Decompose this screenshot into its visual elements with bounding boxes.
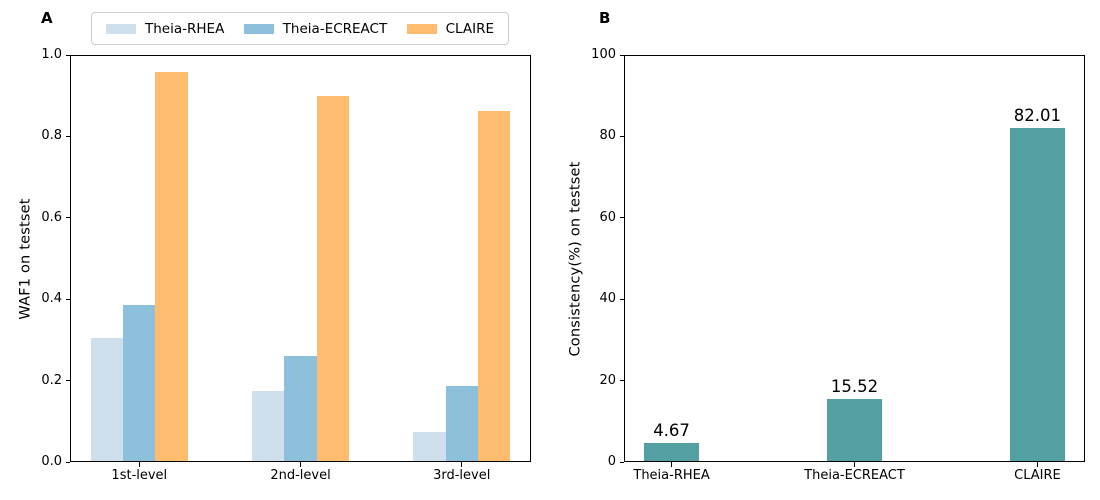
panel-b-y-tick-label: 80 [599,128,616,144]
panel-b-x-tick-mark [671,462,673,467]
panel-a-y-tick-label: 0.6 [41,209,62,225]
panel-b-x-tick-label: CLAIRE [1014,468,1061,483]
legend-swatch-theia-ecreact [243,23,274,34]
panel-b-x-tick-mark [1036,462,1038,467]
panel-a-x-tick-label: 3rd-level [433,468,491,483]
legend: Theia-RHEA Theia-ECREACT CLAIRE [91,12,509,45]
panel-a-y-tick-mark [65,298,70,300]
bar-theia-ecreact-3rd-level [445,386,478,462]
panel-a-y-tick-label: 0.2 [41,372,62,388]
panel-a-x-tick-label: 2nd-level [270,468,331,483]
panel-a-y-tick-label: 0.8 [41,128,62,144]
panel-b-y-tick-label: 100 [591,47,616,62]
panel-b-x-tick-label: Theia-RHEA [633,468,710,483]
panel-a-x-tick-mark [300,462,301,467]
legend-item-theia-ecreact: Theia-ECREACT [243,20,388,37]
panel-a-y-tick-mark [65,54,70,56]
panel-a-y-axis-label: WAF1 on testset [18,197,35,320]
panel-b-letter: B [599,9,611,27]
panel-a-y-tick-mark [65,135,70,137]
panel-a-y-tick-label: 1.0 [41,47,62,62]
legend-item-claire: CLAIRE [406,20,494,37]
panel-b-y-tick-label: 40 [599,291,616,307]
panel-b-y-tick-mark [619,380,624,382]
panel-a-y-tick-label: 0.4 [41,291,62,307]
panel-b-bar-value-label: 82.01 [1013,106,1062,126]
legend-swatch-claire [406,23,437,34]
bar-claire-3rd-level [477,110,511,462]
legend-label: CLAIRE [445,20,494,37]
panel-b-y-tick-mark [619,217,624,219]
panel-b-y-axis: Consistency(%) on testset [565,55,587,462]
legend-item-theia-rhea: Theia-RHEA [106,21,224,37]
panel-b-x-tick-label: Theia-ECREACT [804,468,905,483]
panel-b-x-tick-mark [854,462,855,467]
panel-a-letter: A [41,9,53,27]
panel-a-x-tick-mark [461,462,463,467]
panel-a-y-tick-mark [65,217,70,219]
bar-value-claire [1009,128,1065,462]
bar-theia-rhea-1st-level [90,337,124,462]
bar-theia-rhea-3rd-level [413,432,446,462]
panel-b-y-tick-label: 0 [607,454,616,469]
bar-value-theia-rhea [644,442,699,462]
bar-theia-rhea-2nd-level [252,391,285,462]
legend-label: Theia-ECREACT [282,20,388,37]
bar-theia-ecreact-2nd-level [284,356,317,462]
legend-label: Theia-RHEA [145,20,225,37]
legend-swatch-theia-rhea [106,23,136,34]
panel-a-y-tick-mark [65,461,70,463]
panel-a-y-tick-label: 0.0 [41,454,62,469]
panel-a-y-axis: WAF1 on testset [15,55,37,462]
panel-b-y-tick-label: 60 [599,209,616,225]
panel-a-y-tick-mark [65,380,70,382]
panel-b-bar-value-label: 15.52 [830,376,879,396]
panel-b-y-axis-label: Consistency(%) on testset [568,160,584,357]
panel-a-x-tick-label: 1st-level [111,468,168,483]
bar-value-theia-ecreact [827,398,882,462]
panel-b-bar-value-label: 4.67 [653,420,690,440]
bar-theia-ecreact-1st-level [123,305,156,462]
panel-b-y-tick-mark [619,461,624,463]
bar-claire-2nd-level [316,96,349,462]
bar-claire-1st-level [155,72,188,462]
panel-b-y-tick-mark [619,54,624,56]
panel-b-y-tick-mark [619,298,624,300]
panel-a-x-tick-mark [138,462,140,467]
panel-b-y-tick-mark [619,135,624,137]
panel-b-y-tick-label: 20 [599,372,616,388]
